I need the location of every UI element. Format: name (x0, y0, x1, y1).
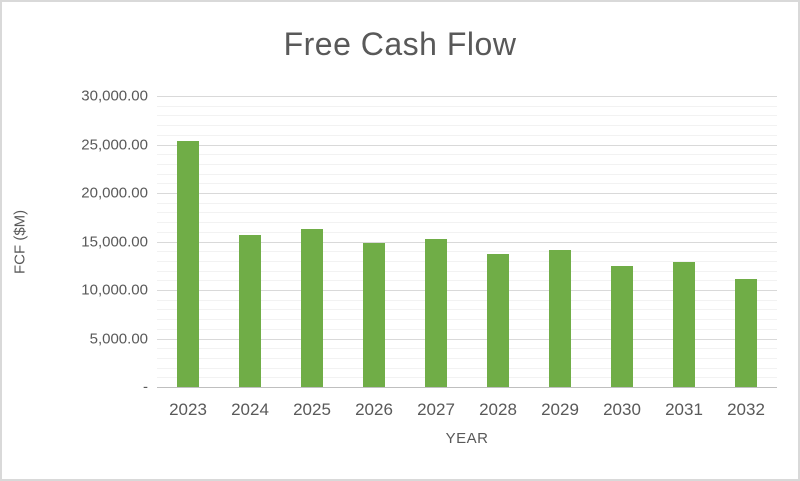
bar-cell (281, 96, 343, 387)
major-gridline (157, 241, 777, 243)
x-tick-label: 2023 (169, 400, 207, 419)
bar-2030 (611, 265, 633, 387)
y-tick-label: 5,000.00 (89, 330, 148, 347)
x-tick-label: 2024 (231, 400, 269, 419)
x-tick-label: 2027 (417, 400, 455, 419)
major-gridline (157, 338, 777, 340)
major-gridline (157, 144, 777, 146)
bar-cell (467, 96, 529, 387)
minor-gridline (157, 367, 777, 369)
x-tick-label: 2032 (727, 400, 765, 419)
minor-gridline (157, 319, 777, 321)
bar-cell (343, 96, 405, 387)
bar-cell (715, 96, 777, 387)
x-axis-title: YEAR (445, 430, 489, 447)
bar-cell (405, 96, 467, 387)
minor-gridline (157, 163, 777, 165)
minor-gridline (157, 260, 777, 262)
minor-gridline (157, 173, 777, 175)
bar-2026 (363, 243, 385, 387)
minor-gridline (157, 212, 777, 214)
bar-2029 (549, 250, 571, 387)
minor-gridline (157, 309, 777, 311)
plot-area (157, 96, 777, 388)
y-tick-label: 20,000.00 (81, 184, 148, 202)
bar-2024 (239, 234, 261, 387)
y-axis-title: FCF ($M) (11, 209, 29, 274)
major-gridline (157, 193, 777, 194)
minor-gridline (157, 280, 777, 282)
y-axis-tick-labels: 30,000.00 25,000.00 20,000.00 15,000.00 10,0… (42, 88, 148, 396)
minor-gridline (157, 183, 777, 185)
minor-gridline (157, 328, 777, 330)
bar-2025 (301, 228, 323, 387)
minor-gridline (157, 222, 777, 224)
minor-gridline (157, 299, 777, 301)
y-tick-label: 10,000.00 (81, 281, 148, 299)
minor-gridline (157, 377, 777, 379)
chart-title: Free Cash Flow (283, 26, 517, 62)
bar-cell (157, 96, 219, 387)
minor-gridline (157, 115, 777, 117)
x-axis-tick-labels: 2023 2024 2025 2026 2027 2028 2029 2030 2031 2032 (157, 400, 777, 422)
bar-cell (219, 96, 281, 387)
minor-gridline (157, 270, 777, 272)
y-tick-label: 15,000.00 (81, 233, 148, 250)
y-tick-label: 25,000.00 (81, 136, 148, 153)
y-tick-label: - (143, 378, 148, 396)
x-tick-label: 2028 (479, 400, 517, 419)
major-gridline (157, 96, 777, 97)
minor-gridline (157, 125, 777, 127)
minor-gridline (157, 105, 777, 107)
bar-2028 (487, 254, 509, 387)
x-tick-label: 2031 (665, 400, 703, 419)
minor-gridline (157, 134, 777, 136)
x-axis-line (157, 387, 777, 388)
bar-cell (653, 96, 715, 387)
bar-2032 (735, 279, 757, 387)
y-tick-label: 30,000.00 (81, 87, 148, 105)
minor-gridline (157, 231, 777, 233)
bar-cell (529, 96, 591, 387)
minor-gridline (157, 251, 777, 253)
minor-gridline (157, 348, 777, 350)
minor-gridline (157, 357, 777, 359)
minor-gridline (157, 154, 777, 156)
bar-2027 (425, 238, 447, 387)
x-tick-label: 2030 (603, 400, 641, 419)
x-tick-label: 2029 (541, 400, 579, 419)
bar-series (157, 96, 777, 387)
major-gridline (157, 290, 777, 291)
x-tick-label: 2025 (293, 400, 331, 419)
bar-2023 (177, 140, 199, 387)
minor-gridline (157, 202, 777, 204)
bar-cell (591, 96, 653, 387)
x-tick-label: 2026 (355, 400, 393, 419)
bar-2031 (673, 261, 695, 387)
